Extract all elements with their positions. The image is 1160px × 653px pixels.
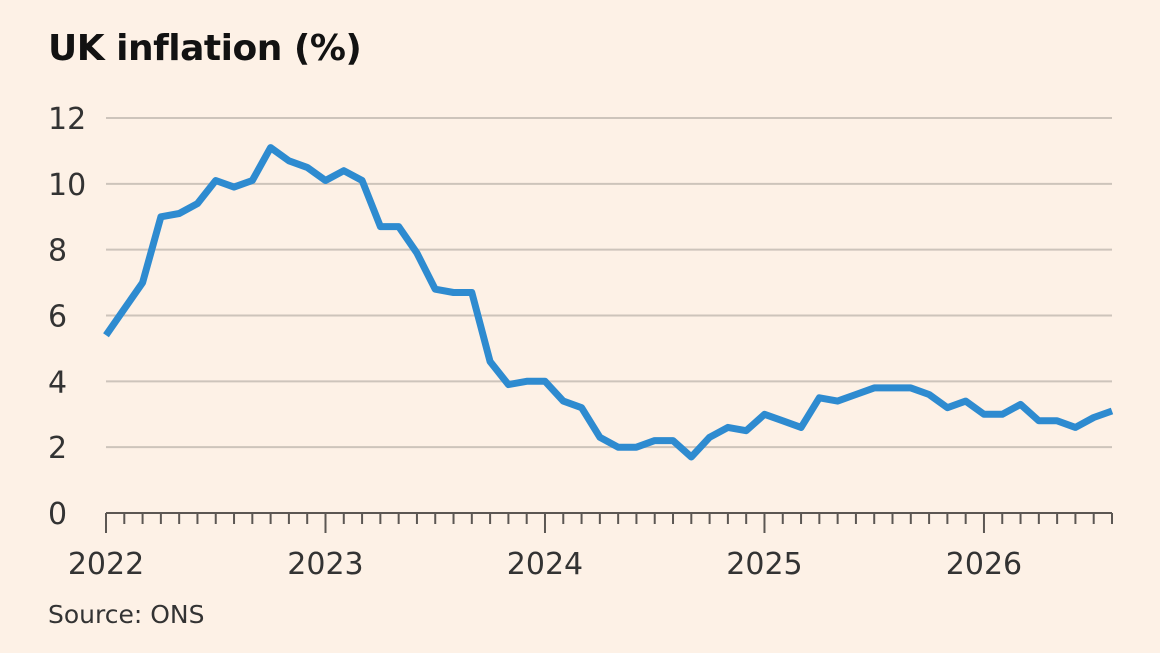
x-tick-label: 2023 [287, 547, 363, 582]
y-tick-label: 0 [48, 497, 67, 532]
x-tick-label: 2022 [68, 547, 144, 582]
chart-title: UK inflation (%) [48, 28, 362, 69]
y-axis-tick-labels: 0 2 4 6 8 10 12 [48, 102, 86, 532]
x-tick-label: 2025 [726, 547, 802, 582]
y-tick-label: 4 [48, 365, 67, 400]
y-tick-label: 6 [48, 300, 67, 335]
series-layer [103, 144, 1114, 461]
x-tick-label: 2024 [507, 547, 583, 582]
y-tick-label: 12 [48, 102, 86, 137]
y-tick-label: 2 [48, 431, 67, 466]
x-axis: 2022 2023 2024 2025 2026 [68, 512, 1113, 582]
source-note: Source: ONS [48, 600, 205, 629]
y-tick-label: 8 [48, 234, 67, 269]
y-tick-label: 10 [48, 168, 86, 203]
x-tick-label: 2026 [946, 547, 1022, 582]
gridlines [106, 117, 1112, 449]
series-line-0 [103, 144, 1114, 461]
